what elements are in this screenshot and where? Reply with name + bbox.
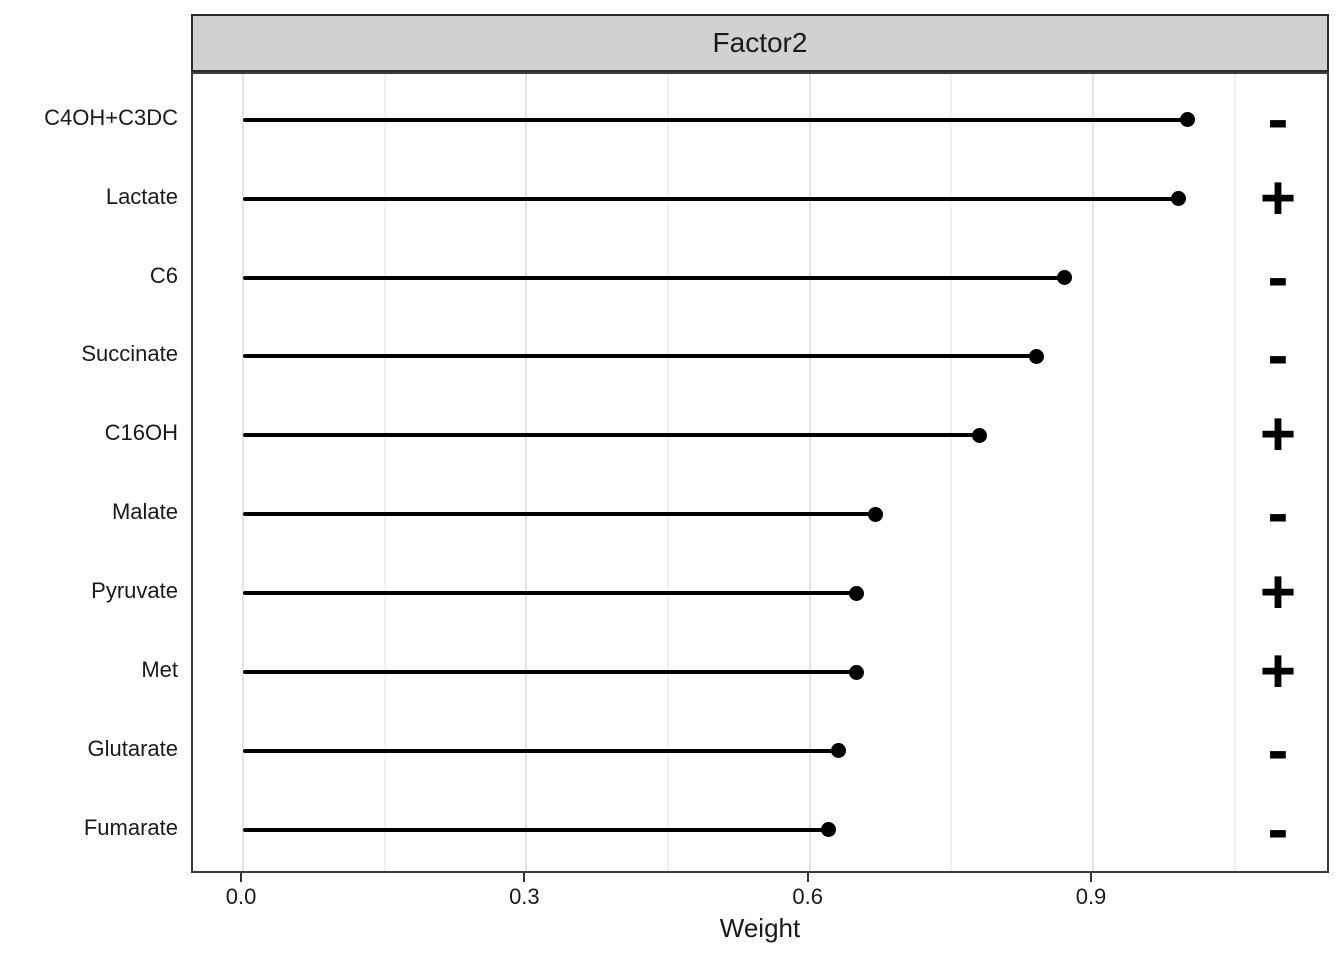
lollipop-dot	[1057, 270, 1073, 285]
lollipop-stem	[243, 196, 1178, 201]
lollipop-dot	[868, 506, 884, 522]
y-axis-label: Succinate	[81, 341, 178, 367]
gridline-minor	[950, 74, 953, 871]
lollipop-stem	[243, 117, 1188, 122]
y-axis-label: Glutarate	[87, 735, 179, 761]
sign-minus: -	[1267, 321, 1289, 391]
lollipop-stem	[243, 433, 980, 438]
y-axis-label: Fumarate	[83, 814, 178, 840]
x-axis-title: Weight	[719, 913, 801, 943]
y-axis-label: Met	[141, 657, 178, 682]
x-tick-label: 0.9	[1075, 884, 1107, 909]
lollipop-dot	[849, 664, 865, 680]
lollipop-stem	[243, 748, 839, 753]
lollipop-dot	[821, 822, 837, 838]
facet-strip: Factor2	[191, 14, 1329, 72]
sign-minus: -	[1267, 84, 1289, 154]
x-tick-mark	[1090, 873, 1092, 882]
lollipop-stem	[243, 275, 1065, 280]
lollipop-stem	[243, 670, 857, 674]
y-axis-label: C4OH+C3DC	[44, 104, 178, 130]
x-tick-label: 0.0	[225, 884, 257, 909]
x-tick-mark	[806, 873, 809, 882]
lollipop-dot	[830, 743, 846, 759]
lollipop-dot	[849, 585, 865, 601]
plot-panel: - + - - + - + + - -	[191, 72, 1329, 873]
gridline-major	[242, 74, 245, 871]
gridline-major	[525, 74, 528, 871]
lollipop-stem	[243, 512, 876, 517]
gridline-minor	[383, 74, 386, 871]
sign-plus: +	[1259, 400, 1297, 470]
y-axis-label: Malate	[111, 499, 178, 525]
lollipop-dot	[1179, 112, 1195, 128]
y-axis-label: C6	[149, 262, 178, 288]
gridline-minor	[1233, 74, 1236, 871]
lollipop-dot	[972, 427, 988, 443]
sign-plus: +	[1259, 163, 1297, 233]
sign-minus: -	[1267, 794, 1289, 864]
x-tick-label: 0.6	[792, 884, 823, 909]
x-tick-label: 0.3	[509, 884, 540, 909]
y-axis-label: Lactate	[105, 183, 178, 209]
sign-plus: +	[1259, 558, 1297, 628]
gridline-major	[808, 74, 811, 871]
lollipop-dot	[1170, 191, 1186, 207]
sign-minus: -	[1267, 715, 1289, 785]
gridline-minor	[667, 74, 670, 871]
lollipop-dot	[1028, 348, 1044, 364]
y-axis-label: Pyruvate	[91, 578, 178, 604]
sign-plus: +	[1259, 637, 1297, 706]
lollipop-stem	[243, 591, 857, 596]
facet-strip-title: Factor2	[712, 27, 808, 58]
y-axis-label: C16OH	[104, 420, 178, 446]
sign-minus: -	[1267, 242, 1289, 312]
sign-minus: -	[1267, 479, 1289, 549]
x-tick-mark	[240, 873, 243, 882]
lollipop-stem	[243, 354, 1037, 359]
x-tick-mark	[523, 873, 526, 882]
gridline-major	[1092, 74, 1094, 871]
lollipop-stem	[243, 827, 829, 832]
